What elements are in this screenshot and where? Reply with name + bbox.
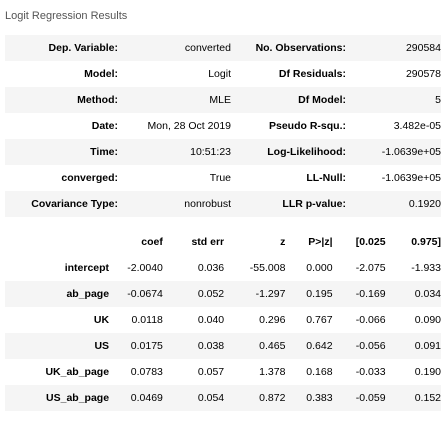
coefficient-value: 0.000 [306,262,333,274]
coefficient-value: 0.052 [197,288,225,300]
coefficient-column-header: std err [191,236,225,248]
summary-value: 3.482e-05 [393,120,441,132]
coefficient-value: -1.933 [411,262,441,274]
summary-value: 290584 [405,42,441,54]
summary-value: MLE [209,94,231,106]
summary-value: nonrobust [184,198,231,210]
coefficient-value: 0.168 [306,366,333,378]
coefficient-row: US 0.0175 0.038 0.465 0.642 -0.056 0.091 [5,333,441,359]
coefficient-value: 0.767 [306,314,333,326]
coefficient-value: 0.296 [259,314,286,326]
table-caption: Logit Regression Results [5,10,128,22]
summary-row: Method: MLE Df Model: 5 [5,87,441,113]
coefficient-row: UK 0.0118 0.040 0.296 0.767 -0.066 0.090 [5,307,441,333]
coefficient-value: -2.075 [355,262,386,274]
coefficient-header-row: coef std err z P>|z| [0.025 0.975] [5,229,441,255]
coefficient-row: ab_page -0.0674 0.052 -1.297 0.195 -0.169 0.03… [5,281,441,307]
coefficient-column-header: z [280,236,286,248]
coefficient-column-header: [0.025 [355,236,386,248]
coefficient-value: -0.059 [355,392,386,404]
coefficient-column-header [5,229,111,255]
coefficient-value: 0.383 [306,392,333,404]
summary-value: 10:51:23 [190,146,231,158]
summary-value: 5 [435,94,441,106]
summary-value: -1.0639e+05 [381,172,441,184]
coefficient-column-header: P>|z| [308,236,333,248]
summary-label: LL-Null: [306,172,346,184]
summary-label: Model: [84,68,118,80]
coefficient-value: 0.190 [414,366,441,378]
summary-label: LLR p-value: [282,198,346,210]
summary-value: 290578 [405,68,441,80]
coefficient-value: 1.378 [259,366,286,378]
coefficient-value: 0.152 [414,392,441,404]
summary-label: Dep. Variable: [48,42,118,54]
coefficient-value: 0.054 [197,392,225,404]
coefficient-value: -1.297 [255,288,286,300]
summary-label: No. Observations: [255,42,346,54]
summary-value: Mon, 28 Oct 2019 [147,120,231,132]
coefficient-row: US_ab_page 0.0469 0.054 0.872 0.383 -0.059 0.1… [5,385,441,411]
coefficient-value: 0.057 [197,366,225,378]
coefficient-row: intercept -2.0040 0.036 -55.008 0.000 -2.075 -… [5,255,441,281]
summary-row: Dep. Variable: converted No. Observations:… [5,35,441,61]
coefficient-value: -0.0674 [127,288,163,300]
coefficient-value: 0.091 [414,340,441,352]
summary-label: Df Model: [298,94,346,106]
coefficient-value: 0.034 [414,288,441,300]
coefficient-column-header: 0.975] [411,236,441,248]
summary-label: Date: [91,120,118,132]
summary-row: Model: Logit Df Residuals: 290578 [5,61,441,87]
coefficient-value: -0.033 [355,366,386,378]
coefficient-value: 0.0469 [130,392,163,404]
coefficient-value: 0.465 [259,340,286,352]
coefficient-value: 0.090 [414,314,441,326]
summary-label: Df Residuals: [278,68,346,80]
coefficient-variable-name: intercept [64,262,110,274]
summary-label: Method: [77,94,118,106]
summary-label: Time: [90,146,118,158]
coefficient-value: 0.040 [197,314,225,326]
coefficient-value: -0.169 [355,288,386,300]
summary-label: Covariance Type: [31,198,118,210]
coefficient-value: 0.038 [197,340,225,352]
coefficient-value: -55.008 [249,262,286,274]
summary-value: 0.1920 [408,198,441,210]
summary-label: Log-Likelihood: [267,146,346,158]
summary-row: Date: Mon, 28 Oct 2019 Pseudo R-squ.: 3.482… [5,113,441,139]
summary-label: Pseudo R-squ.: [268,120,346,132]
coefficient-variable-name: ab_page [66,288,110,300]
coefficient-value: 0.195 [306,288,333,300]
coefficient-variable-name: UK_ab_page [45,366,110,378]
coefficient-value: 0.642 [306,340,333,352]
coefficient-value: -0.056 [355,340,386,352]
coefficient-column-header: coef [141,236,163,248]
coefficient-value: 0.0175 [130,340,163,352]
coefficient-value: 0.872 [259,392,286,404]
summary-row: Time: 10:51:23 Log-Likelihood: -1.0639e+05 [5,139,441,165]
model-summary-table: Dep. Variable: converted No. Observations:… [5,35,441,217]
summary-value: converted [184,42,231,54]
coefficient-variable-name: US [94,340,110,352]
coefficient-value: 0.0118 [131,314,163,326]
coefficient-variable-name: US_ab_page [46,392,110,404]
coefficient-value: -0.066 [355,314,386,326]
summary-value: Logit [208,68,231,80]
summary-value: True [209,172,231,184]
summary-label: converged: [61,172,118,184]
coefficient-table: coef std err z P>|z| [0.025 0.975] intercept -… [5,229,441,411]
summary-row: converged: True LL-Null: -1.0639e+05 [5,165,441,191]
coefficient-value: 0.036 [197,262,225,274]
coefficient-value: -2.0040 [127,262,163,274]
summary-value: -1.0639e+05 [381,146,441,158]
coefficient-value: 0.0783 [130,366,163,378]
coefficient-variable-name: UK [93,314,110,326]
summary-row: Covariance Type: nonrobust LLR p-value: 0.1… [5,191,441,217]
coefficient-row: UK_ab_page 0.0783 0.057 1.378 0.168 -0.033 0.1… [5,359,441,385]
